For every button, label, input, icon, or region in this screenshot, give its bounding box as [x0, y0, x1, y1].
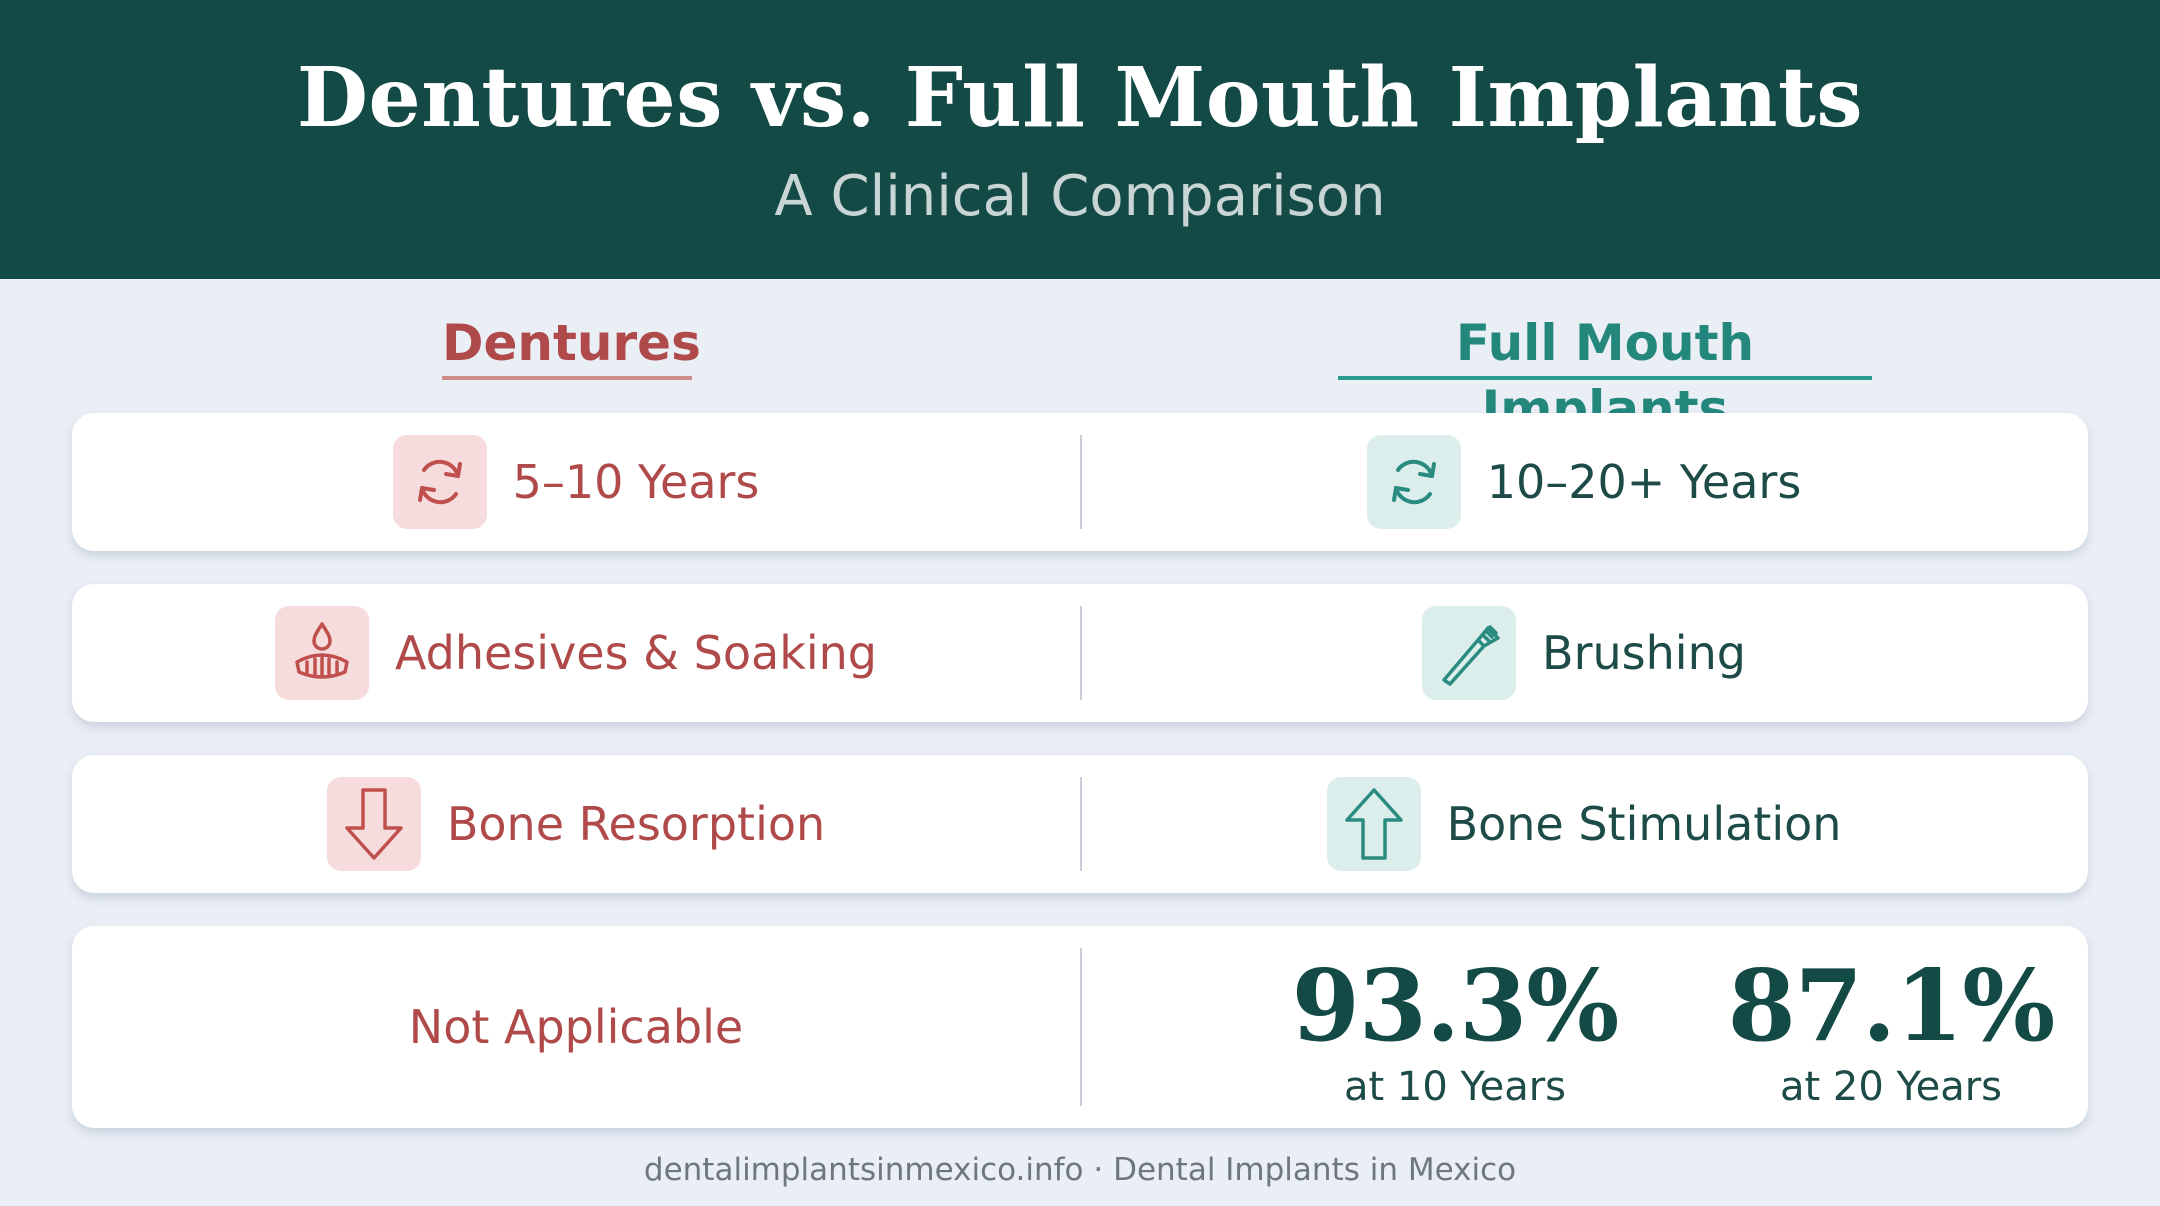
header-banner: Dentures vs. Full Mouth Implants A Clini… — [0, 0, 2160, 279]
survival-stat-20-years: 87.1% at 20 Years — [1656, 926, 2126, 1128]
implants-cell: Brushing — [1080, 584, 2088, 722]
implants-lifespan: 10–20+ Years — [1486, 455, 1802, 509]
dentures-bone: Bone Resorption — [446, 797, 826, 851]
dentures-lifespan: 5–10 Years — [512, 455, 760, 509]
denture-drop-icon — [275, 606, 370, 700]
row-divider — [1080, 948, 1082, 1106]
arrow-down-icon — [326, 777, 421, 871]
not-applicable-text: Not Applicable — [408, 1000, 744, 1054]
toothbrush-icon — [1422, 606, 1517, 700]
stat-label: at 20 Years — [1779, 1064, 2003, 1110]
stat-value: 87.1% — [1727, 949, 2056, 1064]
refresh-icon — [1366, 435, 1461, 529]
row-divider — [1080, 777, 1082, 871]
dentures-cell: Adhesives & Soaking — [72, 584, 1080, 722]
dentures-maintenance: Adhesives & Soaking — [395, 626, 877, 680]
stat-label: at 10 Years — [1343, 1064, 1567, 1110]
implants-cell: 10–20+ Years — [1080, 413, 2088, 551]
footer-source: dentalimplantsinmexico.info · Dental Imp… — [643, 1152, 1517, 1188]
implants-cell: Bone Stimulation — [1080, 755, 2088, 893]
refresh-icon — [392, 435, 487, 529]
comparison-row-survival: Not Applicable 93.3% at 10 Years 87.1% a… — [72, 926, 2088, 1128]
column-heading-dentures: Dentures — [442, 310, 701, 380]
comparison-row-bone: Bone Resorption Bone Stimulation — [72, 755, 2088, 893]
page-title: Dentures vs. Full Mouth Implants — [296, 50, 1864, 146]
implants-bone: Bone Stimulation — [1446, 797, 1842, 851]
survival-stat-10-years: 93.3% at 10 Years — [1220, 926, 1690, 1128]
comparison-row-lifespan: 5–10 Years 10–20+ Years — [72, 413, 2088, 551]
implants-maintenance: Brushing — [1542, 626, 1746, 680]
dentures-cell: Not Applicable — [72, 926, 1080, 1128]
column-heading-implants: Full Mouth Implants — [1338, 310, 1872, 438]
dentures-cell: 5–10 Years — [72, 413, 1080, 551]
dentures-cell: Bone Resorption — [72, 755, 1080, 893]
page-subtitle: A Clinical Comparison — [774, 164, 1386, 229]
stat-value: 93.3% — [1291, 949, 1620, 1064]
row-divider — [1080, 435, 1082, 529]
arrow-up-icon — [1326, 777, 1421, 871]
comparison-row-maintenance: Adhesives & Soaking Brushing — [72, 584, 2088, 722]
row-divider — [1080, 606, 1082, 700]
